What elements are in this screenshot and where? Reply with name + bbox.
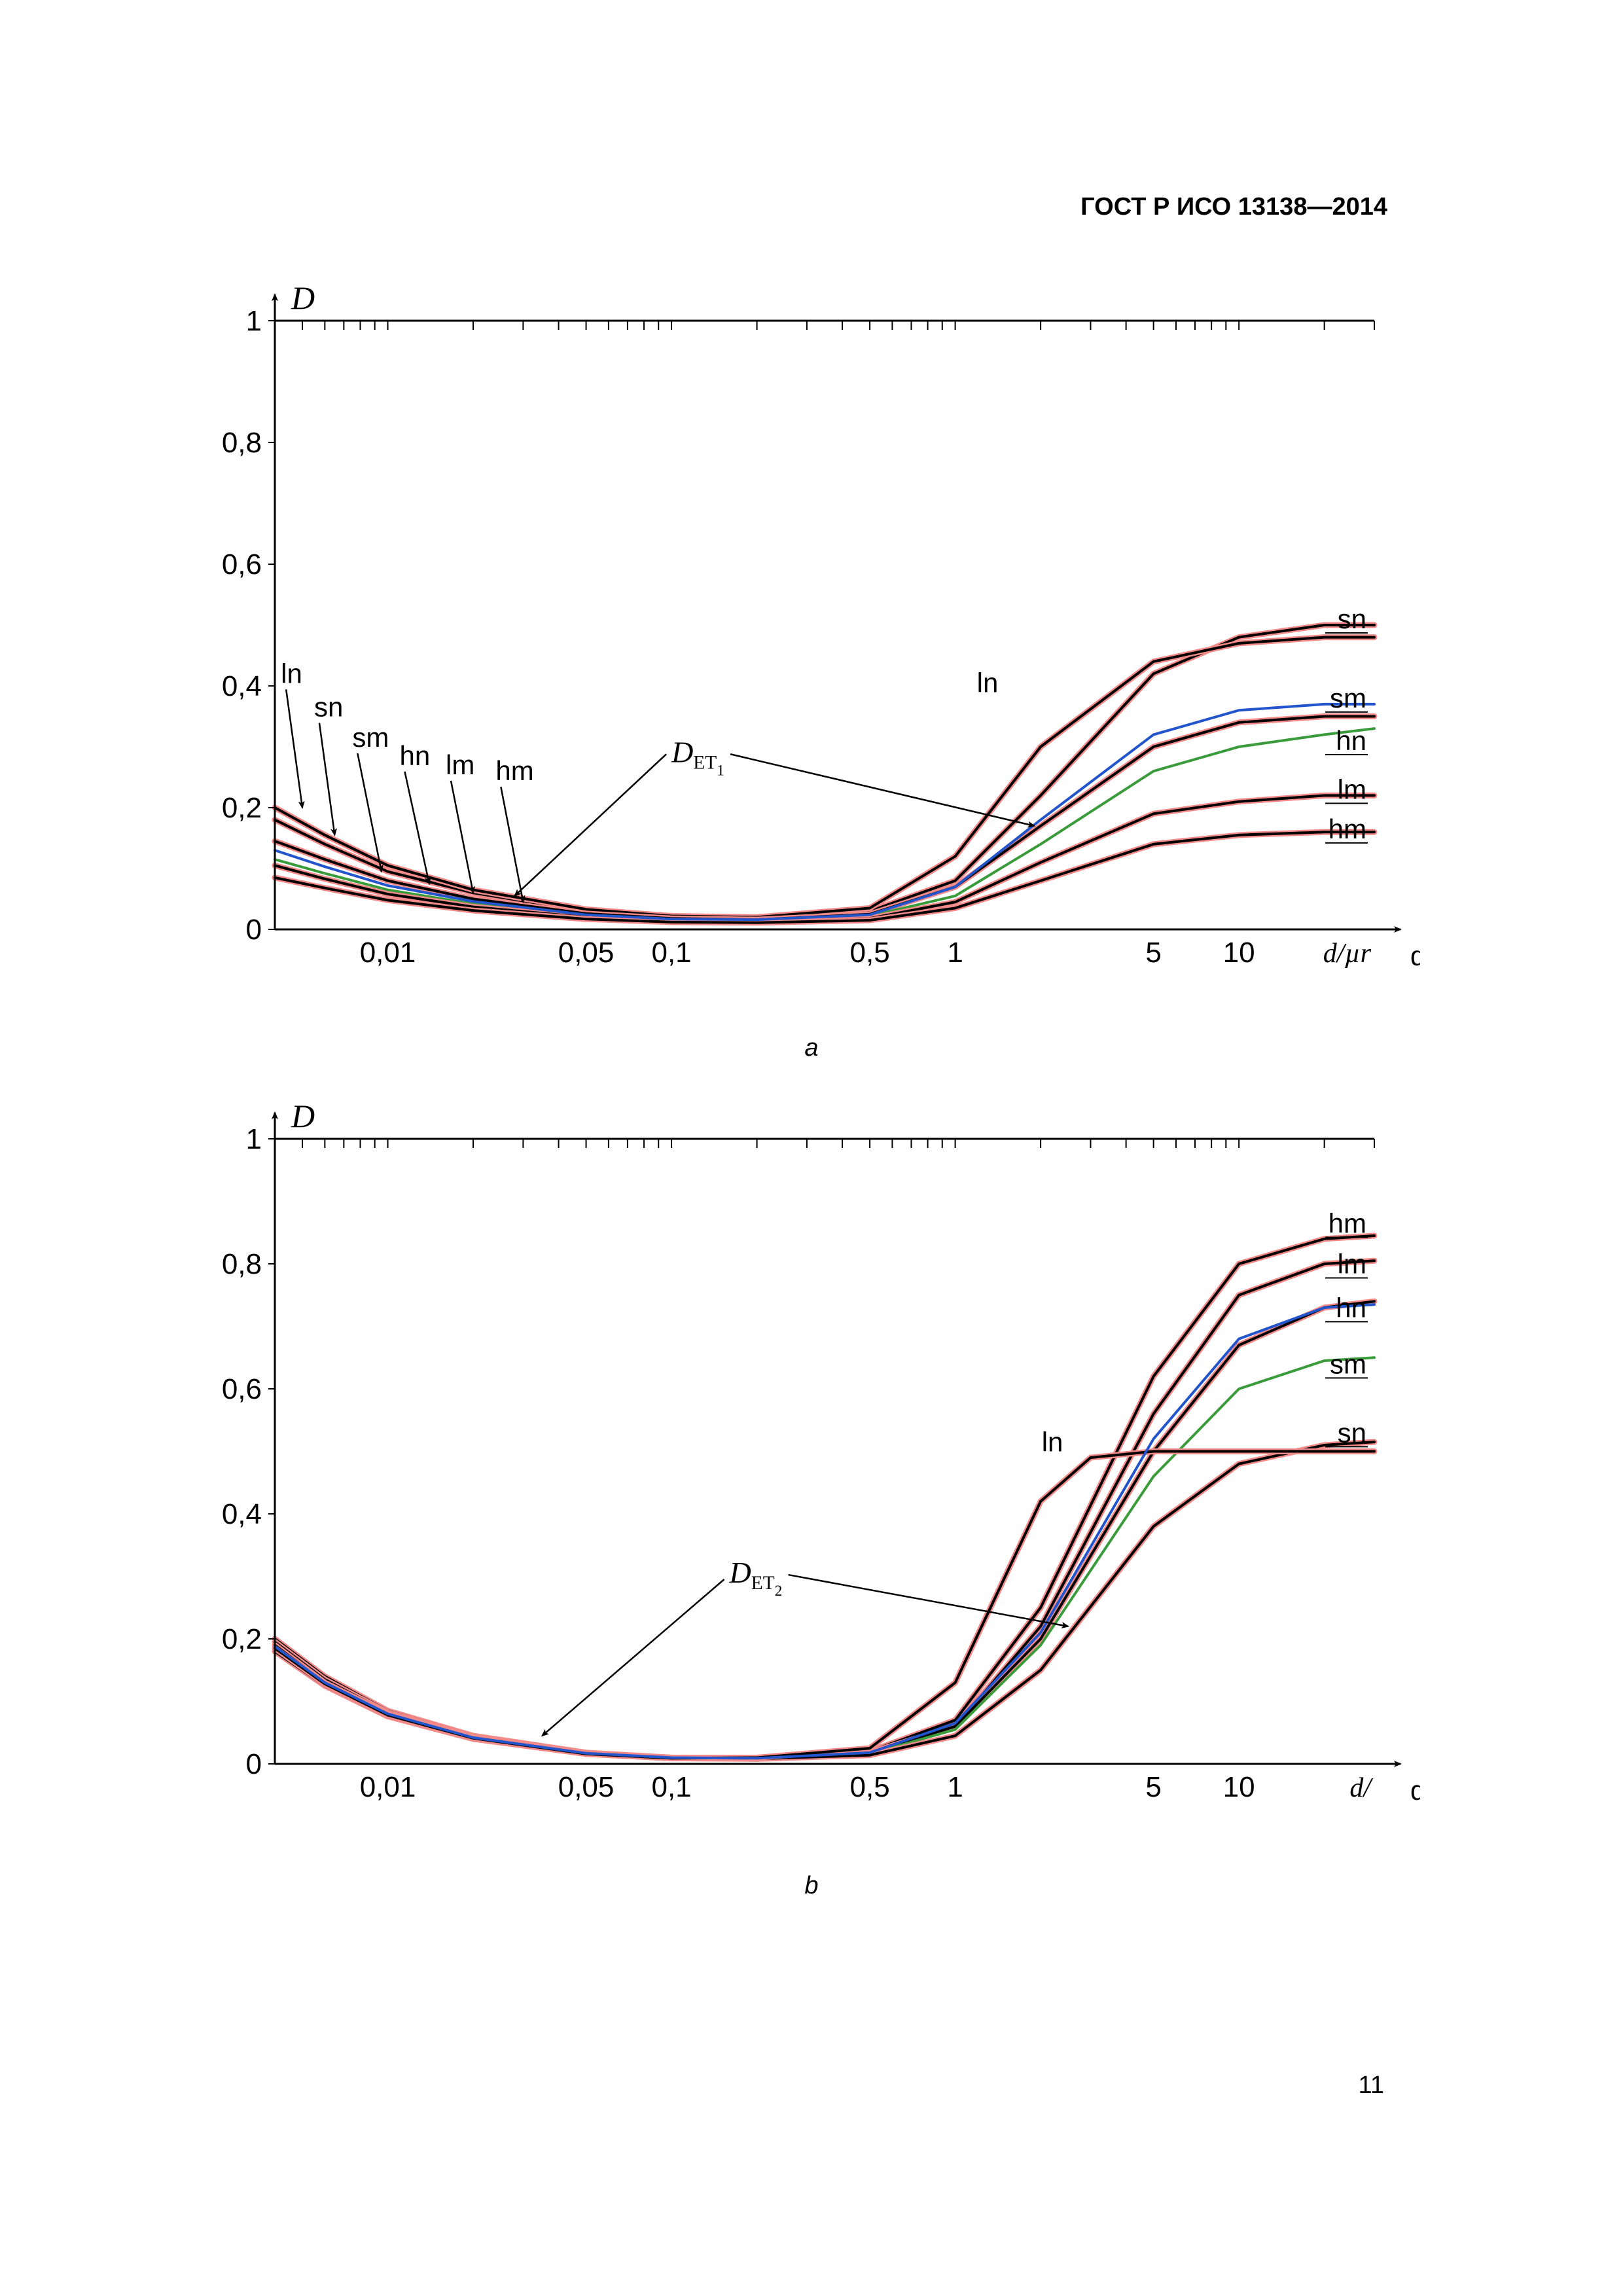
chart-b-container: 0 0,2 0,4 0,6 0,8 1 0,01 0,05 0,1 0,5 1 5 10 Dd/d/мкм… xyxy=(190,1100,1420,1836)
series-ln xyxy=(275,1452,1374,1759)
ytick-label: 0,8 xyxy=(222,427,262,459)
series-label-lm: lm xyxy=(446,749,474,780)
series-label-mid-ln: ln xyxy=(1042,1427,1063,1458)
ytick-label: 0,8 xyxy=(222,1248,262,1280)
series-hn xyxy=(275,1301,1374,1758)
ytick-label: 0,2 xyxy=(222,792,262,824)
xtick-label: 0,5 xyxy=(850,1771,890,1803)
series-sn-halo xyxy=(275,625,1374,918)
xtick-label: 0,5 xyxy=(850,937,890,969)
x-axis-label-inner: d/ xyxy=(1349,1773,1373,1803)
x-axis-label-inner: d/µr xyxy=(1323,939,1372,969)
series-label-right-lm: lm xyxy=(1338,774,1366,804)
series-lm xyxy=(275,1261,1374,1758)
series-lm xyxy=(275,795,1374,922)
series-sm xyxy=(275,1357,1374,1758)
xtick-label: 0,05 xyxy=(558,1771,615,1803)
ytick-label: 0,6 xyxy=(222,1373,262,1405)
series-sn xyxy=(275,625,1374,918)
series-label-right-hm: hm xyxy=(1329,814,1366,844)
series-sm-halo xyxy=(275,717,1374,920)
ytick-label: 0,4 xyxy=(222,1498,262,1530)
series-label-hn: hn xyxy=(399,740,430,771)
page-number: 11 xyxy=(1359,2072,1384,2100)
xtick-label: 10 xyxy=(1223,1771,1255,1803)
ytick-label: 0,4 xyxy=(222,670,262,702)
det-label: DET2 xyxy=(729,1556,783,1599)
series-hn-halo xyxy=(275,1301,1374,1758)
series-ln-halo xyxy=(275,1452,1374,1759)
xtick-label: 0,1 xyxy=(651,1771,691,1803)
series-hm xyxy=(275,1236,1374,1757)
xtick-label: 5 xyxy=(1145,1771,1161,1803)
series-label-mid-ln: ln xyxy=(977,667,999,698)
xtick-label: 1 xyxy=(947,1771,963,1803)
xtick-label: 0,1 xyxy=(651,937,691,969)
xtick-label: 1 xyxy=(947,937,963,969)
x-axis-label-outer: d/мкм xyxy=(1410,1775,1420,1806)
series-label-right-sn: sn xyxy=(1338,603,1366,634)
series-label-right-sn: sn xyxy=(1338,1417,1366,1448)
series-label-ln: ln xyxy=(281,658,302,689)
ytick-label: 0,6 xyxy=(222,548,262,581)
series-label-hm: hm xyxy=(495,755,533,786)
chart-a: 0 0,2 0,4 0,6 0,8 1 0,01 0,05 0,1 0,5 1 5 10 Dd/µr d/м… xyxy=(190,281,1420,1001)
ytick-label: 1 xyxy=(246,305,262,337)
series-label-right-lm: lm xyxy=(1338,1249,1366,1280)
page-header: ГОСТ Р ИСО 13138—2014 xyxy=(1080,193,1387,221)
caption-b: b xyxy=(804,1872,818,1900)
y-axis-label: D xyxy=(291,1100,315,1134)
chart-b: 0 0,2 0,4 0,6 0,8 1 0,01 0,05 0,1 0,5 1 5 10 Dd/d/мкм… xyxy=(190,1100,1420,1833)
series-label-sn: sn xyxy=(314,692,343,723)
ytick-label: 0 xyxy=(246,914,262,946)
series-hm-halo xyxy=(275,1236,1374,1757)
ytick-label: 0 xyxy=(246,1748,262,1780)
series-sn-halo xyxy=(275,1442,1374,1759)
series-label-sm: sm xyxy=(352,722,389,753)
ytick-label: 0,2 xyxy=(222,1623,262,1655)
x-axis-label-outer: d/мкм xyxy=(1410,941,1420,971)
series-label-right-hn: hn xyxy=(1336,1292,1366,1323)
series-det2x xyxy=(275,1304,1374,1758)
y-axis-label: D xyxy=(291,281,315,316)
series-label-right-hm: hm xyxy=(1329,1208,1366,1238)
caption-a: a xyxy=(804,1034,818,1062)
series-label-right-sm: sm xyxy=(1330,683,1366,713)
ytick-label: 1 xyxy=(246,1123,262,1155)
xtick-label: 0,01 xyxy=(360,937,416,969)
chart-a-container: 0 0,2 0,4 0,6 0,8 1 0,01 0,05 0,1 0,5 1 5 10 Dd/µr d/м… xyxy=(190,281,1420,1005)
xtick-label: 0,05 xyxy=(558,937,615,969)
xtick-label: 5 xyxy=(1145,937,1161,969)
series-label-right-sm: sm xyxy=(1330,1348,1366,1379)
series-sn xyxy=(275,1442,1374,1759)
det-label: DET1 xyxy=(671,735,724,778)
xtick-label: 10 xyxy=(1223,937,1255,969)
series-label-right-hn: hn xyxy=(1336,725,1366,756)
xtick-label: 0,01 xyxy=(360,1771,416,1803)
